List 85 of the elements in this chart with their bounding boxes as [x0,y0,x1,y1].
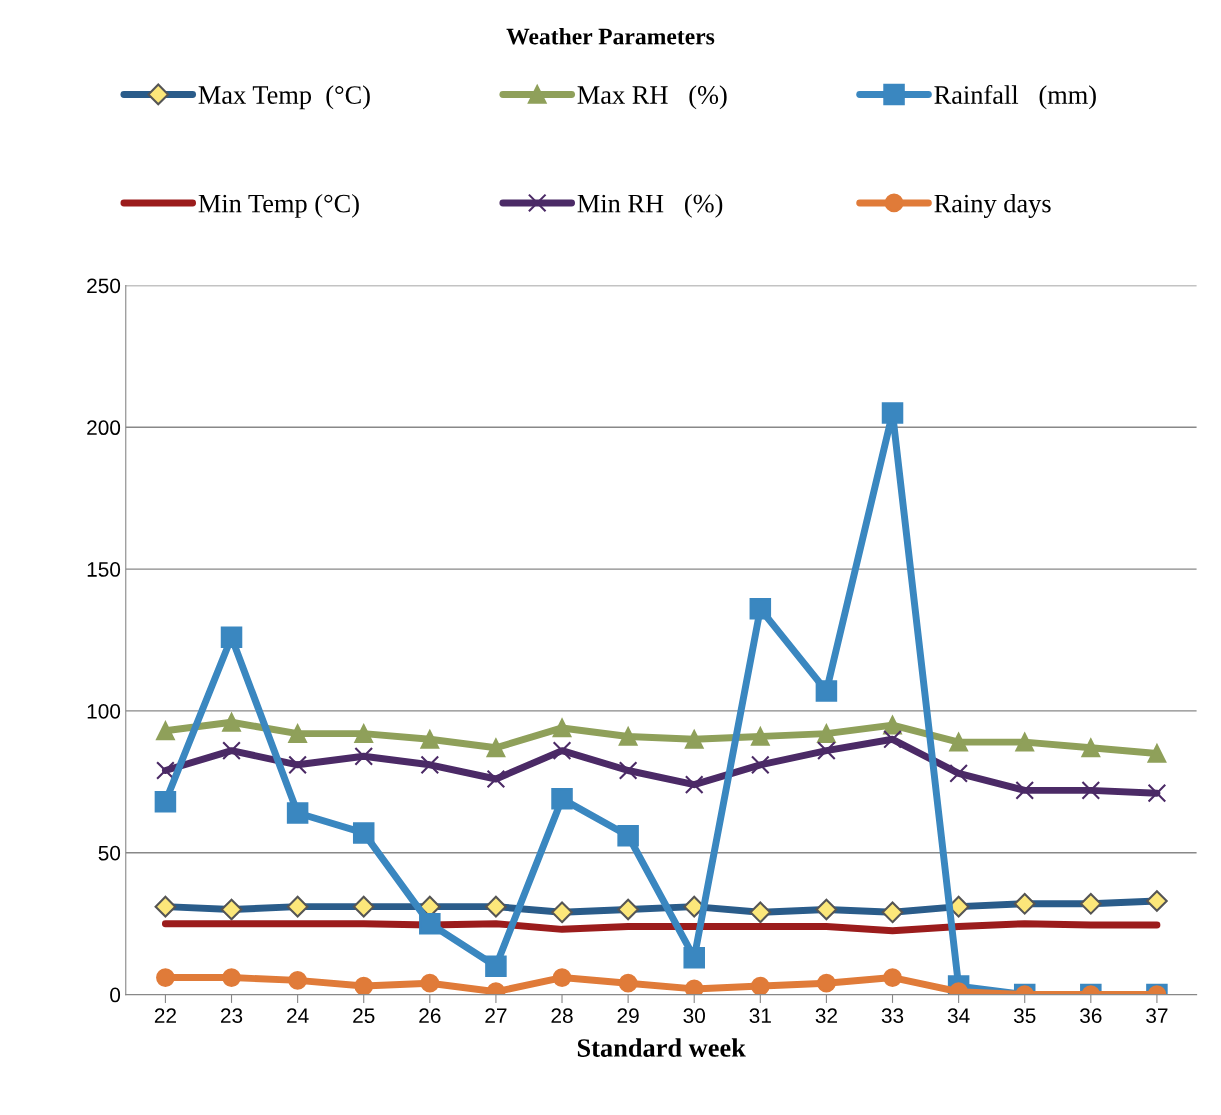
legend-label: Rainy days [934,193,1051,218]
x-tick-label: 33 [881,1008,904,1024]
point [552,718,572,738]
x-tick-label: 34 [947,1008,970,1024]
x-tick-label: 27 [485,1008,507,1023]
point [1147,783,1167,803]
x-axis-title: Standard week [577,1038,746,1057]
point [1081,738,1101,758]
point [1147,744,1167,763]
legend-label: Min RH (%) [577,193,723,218]
point [420,973,440,993]
x-tick-label: 22 [154,1008,176,1023]
point [286,802,309,824]
x-tick-label: 29 [617,1008,639,1024]
x-tick-label: 32 [815,1008,837,1024]
point [354,724,374,743]
point [222,712,241,732]
point [618,761,638,780]
x-tick-label: 24 [287,1008,309,1023]
point [617,824,639,847]
x-tick-label: 31 [749,1008,771,1024]
point [618,973,638,993]
point [815,680,838,702]
point [949,763,968,783]
point [883,729,902,749]
x-tick-label: 35 [1013,1008,1036,1024]
x-tick-label: 23 [220,1008,243,1024]
y-tick-label: 150 [87,562,121,577]
legend-label: Rainfall (mm) [934,85,1096,110]
chart-title: Weather Parameters [506,27,715,45]
legend-label: Max Temp (°C) [198,85,370,110]
point [419,912,441,935]
x-tick-label: 37 [1146,1008,1168,1024]
legend-label: Min Temp (°C) [198,193,359,218]
point [486,769,506,789]
point [552,968,572,987]
point [683,946,705,969]
point [684,979,704,995]
point [1015,732,1035,752]
point [352,822,375,844]
point [1081,780,1101,800]
y-tick-label: 50 [98,845,121,861]
point [552,741,572,761]
point [949,732,968,752]
point [750,976,770,995]
point [220,626,243,648]
point [288,755,307,775]
point [288,724,307,743]
point [156,761,175,780]
y-tick-label: 250 [87,278,121,294]
legend-label: Max RH (%) [577,85,727,110]
point [154,790,177,813]
point [354,976,374,995]
point [485,955,507,977]
x-tick-label: 28 [551,1008,573,1024]
point [1015,780,1035,800]
point [354,746,374,766]
x-tick-label: 36 [1080,1008,1102,1024]
point [288,971,307,990]
x-tick-label: 26 [419,1008,441,1024]
y-tick-label: 200 [87,420,121,436]
point [817,973,836,993]
x-tick-label: 30 [683,1008,705,1024]
point [881,402,904,424]
x-tick-label: 25 [353,1008,375,1024]
point [156,721,175,741]
point [749,598,772,620]
point [883,968,902,987]
point [156,968,175,987]
point [750,755,770,775]
point [618,727,638,746]
point [222,741,241,761]
point [684,729,704,749]
y-tick-label: 0 [110,987,121,1003]
point [420,755,440,775]
point [222,968,241,987]
point [883,715,902,735]
point [420,729,440,749]
point [817,741,836,761]
point [817,724,836,743]
point [750,727,770,746]
point [551,788,573,810]
y-tick-label: 100 [87,703,121,719]
point [684,775,704,795]
point [486,738,506,758]
